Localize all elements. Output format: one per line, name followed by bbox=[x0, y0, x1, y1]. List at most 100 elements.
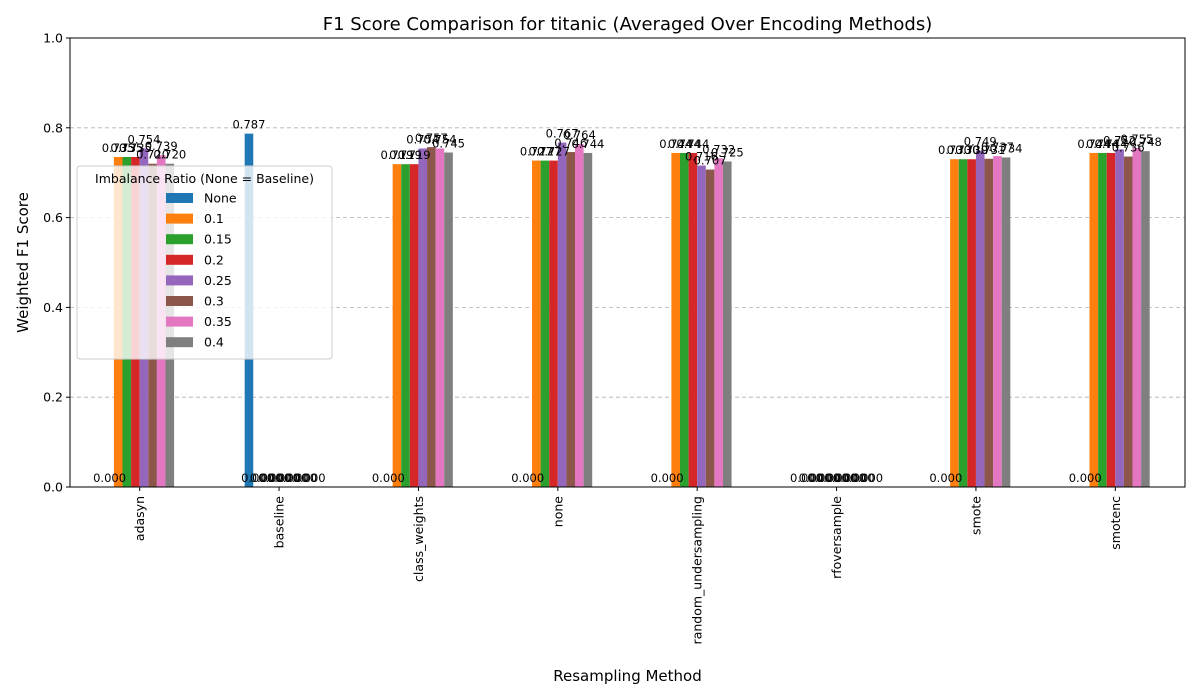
bar-value-label: 0.000 bbox=[929, 471, 962, 485]
legend-entry: 0.2 bbox=[204, 252, 224, 267]
bar-value-label: 0.727 bbox=[537, 145, 570, 159]
bar-value-label: 0.000 bbox=[1069, 471, 1102, 485]
bar-value-label: 0.000 bbox=[833, 471, 866, 485]
bar-value-label: 0.716 bbox=[685, 150, 718, 164]
bar bbox=[401, 164, 410, 487]
bar bbox=[427, 147, 436, 487]
bar-value-label: 0.744 bbox=[1086, 137, 1119, 151]
bar-value-label: 0.757 bbox=[415, 131, 448, 145]
x-tick-label: adasyn bbox=[132, 496, 147, 541]
bar-value-label: 0.754 bbox=[406, 132, 439, 146]
bar bbox=[1089, 152, 1099, 487]
bar bbox=[566, 152, 576, 487]
y-axis-label: Weighted F1 Score bbox=[14, 192, 32, 333]
bar bbox=[532, 160, 541, 487]
bar bbox=[950, 159, 959, 488]
bar-value-label: 0.000 bbox=[293, 471, 326, 485]
bar-value-label: 0.754 bbox=[128, 132, 161, 146]
legend-swatch bbox=[166, 337, 193, 348]
legend-swatch bbox=[166, 316, 193, 327]
y-axis: 0.0 0.2 0.4 0.6 0.8 1.0 bbox=[43, 31, 70, 495]
bar-value-label: 0.719 bbox=[380, 148, 413, 162]
legend-entry: 0.25 bbox=[204, 273, 232, 288]
bar-value-label: 0.000 bbox=[372, 471, 405, 485]
bar bbox=[967, 159, 976, 488]
legend-swatch bbox=[166, 254, 193, 265]
bar-value-label: 0.707 bbox=[694, 154, 727, 168]
bar-value-label: 0.749 bbox=[964, 135, 997, 149]
x-tick-label: class_weights bbox=[411, 496, 426, 582]
bar bbox=[975, 150, 985, 487]
bar-value-label: 0.000 bbox=[816, 471, 849, 485]
bar bbox=[722, 161, 732, 487]
legend-swatch bbox=[166, 193, 193, 203]
x-axis: adasyn baseline class_weights none random_un… bbox=[132, 487, 1123, 644]
bar-value-label: 0.000 bbox=[258, 471, 291, 485]
legend-entry: 0.35 bbox=[204, 314, 232, 329]
x-axis-label: Resampling Method bbox=[553, 667, 702, 685]
y-tick-label: 1.0 bbox=[43, 31, 63, 46]
x-tick-label: none bbox=[550, 496, 565, 527]
bar bbox=[549, 160, 558, 487]
bar-value-label: 0.734 bbox=[990, 141, 1023, 155]
bar-value-label: 0.744 bbox=[1095, 137, 1128, 151]
bar bbox=[1141, 151, 1150, 487]
bar-value-label: 0.000 bbox=[241, 471, 274, 485]
bar bbox=[714, 158, 723, 487]
bar-value-label: 0.744 bbox=[668, 137, 701, 151]
legend-entry: 0.4 bbox=[204, 335, 224, 350]
bar-value-label: 0.000 bbox=[275, 471, 308, 485]
bar bbox=[1001, 157, 1011, 487]
bar-labels: 0.0000.7350.7350.7350.7540.7200.7390.720… bbox=[93, 118, 1162, 485]
bar bbox=[392, 164, 402, 487]
bar bbox=[1123, 156, 1133, 487]
bar-value-label: 0.000 bbox=[284, 471, 317, 485]
bar bbox=[444, 152, 453, 487]
bar bbox=[1132, 148, 1142, 487]
bar-value-label: 0.739 bbox=[145, 139, 178, 153]
bar-value-label: 0.737 bbox=[981, 140, 1014, 154]
bar-value-label: 0.000 bbox=[850, 471, 883, 485]
bar-value-label: 0.719 bbox=[398, 148, 431, 162]
bar bbox=[984, 158, 994, 487]
bar-value-label: 0.732 bbox=[702, 142, 735, 156]
bar-value-label: 0.720 bbox=[136, 148, 169, 162]
y-tick-label: 0.6 bbox=[43, 210, 63, 225]
legend-box bbox=[76, 165, 333, 360]
bar bbox=[697, 165, 706, 488]
legend-entry: 0.3 bbox=[204, 294, 224, 309]
x-tick-label: rfoversample bbox=[829, 496, 844, 579]
bar-value-label: 0.727 bbox=[520, 145, 553, 159]
bar-value-label: 0.730 bbox=[947, 143, 980, 157]
bar bbox=[435, 148, 445, 488]
bar bbox=[679, 152, 689, 487]
bar-value-label: 0.730 bbox=[955, 143, 988, 157]
bar-value-label: 0.719 bbox=[389, 148, 422, 162]
y-tick-label: 0.2 bbox=[43, 390, 63, 405]
bar-value-label: 0.000 bbox=[511, 471, 544, 485]
bar-value-label: 0.720 bbox=[153, 148, 186, 162]
bar-value-label: 0.000 bbox=[807, 471, 840, 485]
bar-value-label: 0.735 bbox=[102, 141, 135, 155]
bar-value-label: 0.755 bbox=[1120, 132, 1153, 146]
bar bbox=[557, 142, 567, 487]
bar-value-label: 0.746 bbox=[554, 136, 587, 150]
bar bbox=[1098, 152, 1107, 487]
bar-value-label: 0.754 bbox=[423, 132, 456, 146]
legend-entry: 0.1 bbox=[204, 211, 224, 226]
bar-value-label: 0.000 bbox=[651, 471, 684, 485]
legend-entry: 0.15 bbox=[204, 232, 232, 247]
bar-value-label: 0.000 bbox=[799, 471, 832, 485]
bar bbox=[671, 152, 680, 487]
legend-swatch bbox=[166, 275, 193, 286]
x-tick-label: smotenc bbox=[1108, 496, 1123, 550]
y-tick-label: 0.8 bbox=[43, 120, 63, 135]
bar bbox=[1106, 152, 1116, 487]
bar-value-label: 0.000 bbox=[824, 471, 857, 485]
x-tick-label: smote bbox=[968, 496, 983, 535]
legend-swatch bbox=[166, 234, 193, 245]
legend-entry: None bbox=[204, 191, 237, 206]
bar-value-label: 0.764 bbox=[563, 128, 596, 142]
bar-value-label: 0.000 bbox=[790, 471, 823, 485]
bar-value-label: 0.730 bbox=[938, 143, 971, 157]
